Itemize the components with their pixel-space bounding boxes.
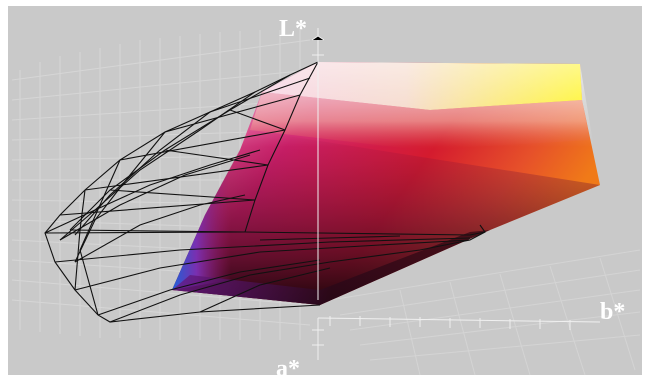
axes: [311, 28, 601, 360]
wireframe-gamut: [44, 61, 486, 323]
a-star-axis-label: a*: [276, 356, 300, 379]
b-axis-line: [317, 317, 601, 323]
l-star-axis-label: L*: [279, 16, 307, 42]
b-star-axis-label: b*: [600, 299, 625, 325]
floor-grid: [329, 249, 641, 376]
